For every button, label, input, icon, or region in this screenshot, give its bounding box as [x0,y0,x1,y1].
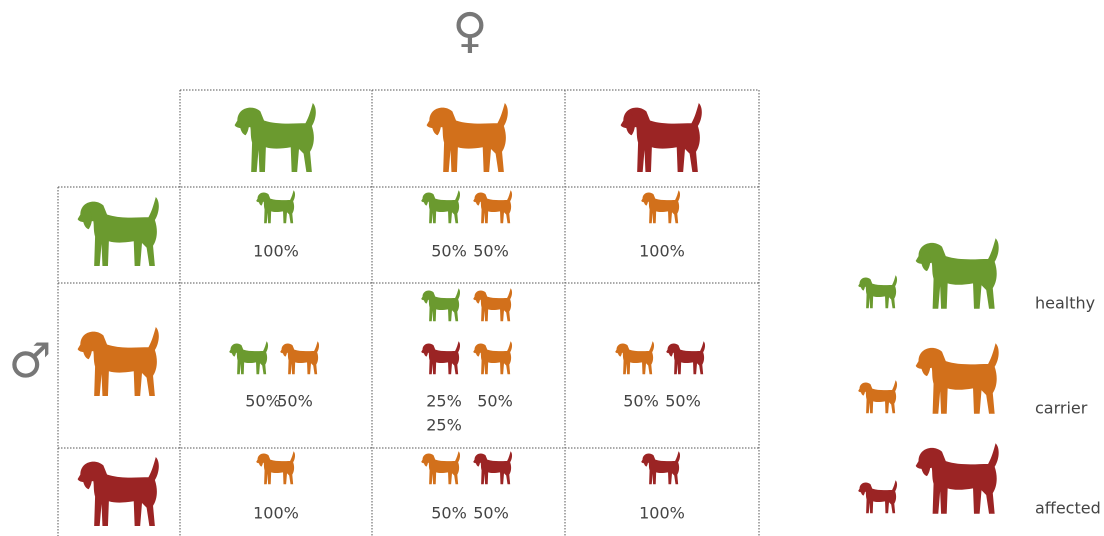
dog-icon [916,343,999,414]
percentage-label: 25% [426,392,462,411]
dog-icon [858,275,897,308]
legend-label: healthy [1035,294,1095,313]
percentage-label: 50% [431,242,467,261]
percentage-label: 100% [253,242,299,261]
dog-icon [421,451,460,484]
dog-icon [615,341,654,374]
dog-icon [641,451,680,484]
dog-icon [78,197,159,266]
percentage-label: 100% [639,242,685,261]
percentage-label: 50% [473,242,509,261]
dog-icon [421,190,460,223]
percentage-label: 50% [477,392,513,411]
dog-icon [621,103,702,172]
dog-icon [421,341,460,374]
dog-icon [916,238,999,308]
dog-icon [858,480,897,513]
dog-icon [916,443,999,513]
male-symbol: ♂ [8,333,51,389]
dog-icon [229,341,268,374]
dog-icon [427,103,508,172]
percentage-label: 100% [639,504,685,523]
dog-icon [78,327,159,396]
female-symbol: ♀ [452,3,487,59]
dog-icon [666,341,705,374]
percentage-label: 50% [277,392,313,411]
percentage-label: 50% [473,504,509,523]
dog-icon [78,457,159,526]
legend-label: carrier [1035,399,1088,418]
dog-icon [473,288,512,321]
punnett-diagram: ♀ ♂ 100%50%50%100%50%50%25%50%25%50%50%1… [0,0,1104,536]
legend-label: affected [1035,499,1101,518]
percentage-label: 25% [426,416,462,435]
dog-icon [235,103,316,172]
percentage-label: 50% [431,504,467,523]
percentage-label: 50% [665,392,701,411]
dog-icon [280,341,319,374]
dog-icon [256,190,295,223]
dog-icon [421,288,460,321]
dog-icon [473,451,512,484]
dog-icon [641,190,680,223]
dog-icon [256,451,295,484]
dog-icon [473,341,512,374]
dog-icon [473,190,512,223]
percentage-label: 50% [245,392,281,411]
dog-icon [858,380,897,413]
percentage-label: 50% [623,392,659,411]
percentage-label: 100% [253,504,299,523]
